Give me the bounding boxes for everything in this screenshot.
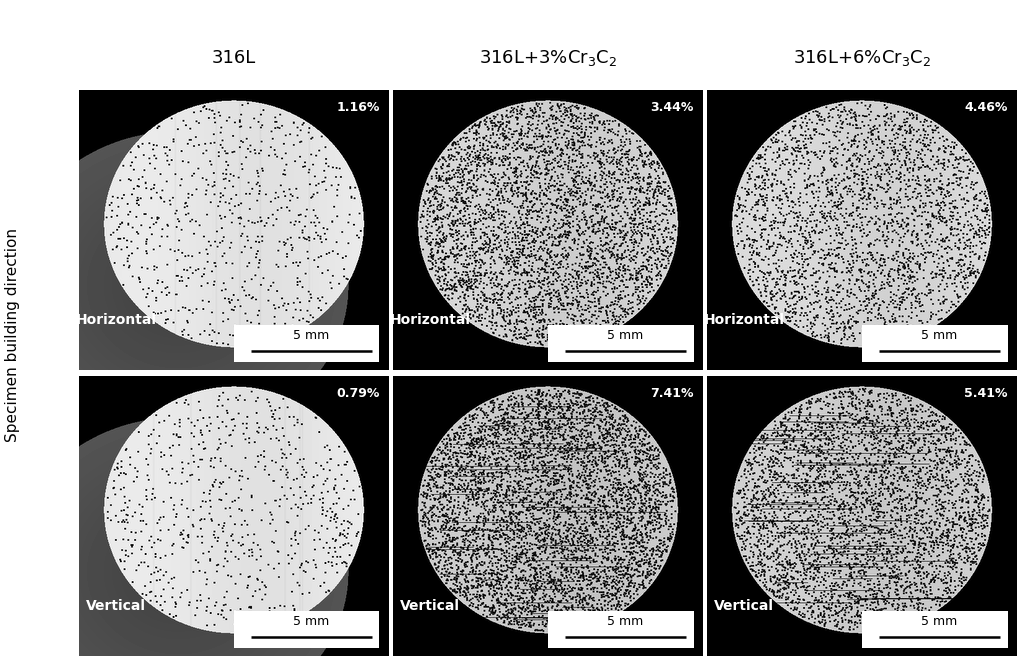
Text: 3.44%: 3.44% <box>650 101 693 114</box>
Bar <box>862 611 1008 648</box>
Text: Vertical: Vertical <box>400 599 460 613</box>
Text: 0.79%: 0.79% <box>336 387 380 400</box>
Text: 316L+3%Cr$_3$C$_2$: 316L+3%Cr$_3$C$_2$ <box>479 47 616 68</box>
Text: Horizontal: Horizontal <box>389 313 471 326</box>
Text: Vertical: Vertical <box>714 599 774 613</box>
Text: 5 mm: 5 mm <box>922 329 957 342</box>
Text: 5 mm: 5 mm <box>607 615 643 628</box>
Text: Specimen building direction: Specimen building direction <box>5 227 19 442</box>
Text: Horizontal: Horizontal <box>76 313 157 326</box>
Text: 5.41%: 5.41% <box>964 387 1008 400</box>
Text: 316L: 316L <box>212 49 256 66</box>
Bar <box>233 325 380 362</box>
Text: 5 mm: 5 mm <box>922 615 957 628</box>
Text: Horizontal: Horizontal <box>703 313 784 326</box>
Text: 7.41%: 7.41% <box>650 387 693 400</box>
Text: 5 mm: 5 mm <box>293 615 330 628</box>
Text: 316L+6%Cr$_3$C$_2$: 316L+6%Cr$_3$C$_2$ <box>793 47 931 68</box>
Text: Vertical: Vertical <box>86 599 146 613</box>
Bar <box>548 611 693 648</box>
Bar <box>862 325 1008 362</box>
Text: 5 mm: 5 mm <box>607 329 643 342</box>
Bar <box>233 611 380 648</box>
Text: 5 mm: 5 mm <box>293 329 330 342</box>
Text: 1.16%: 1.16% <box>336 101 380 114</box>
Text: 4.46%: 4.46% <box>965 101 1008 114</box>
Bar <box>548 325 693 362</box>
